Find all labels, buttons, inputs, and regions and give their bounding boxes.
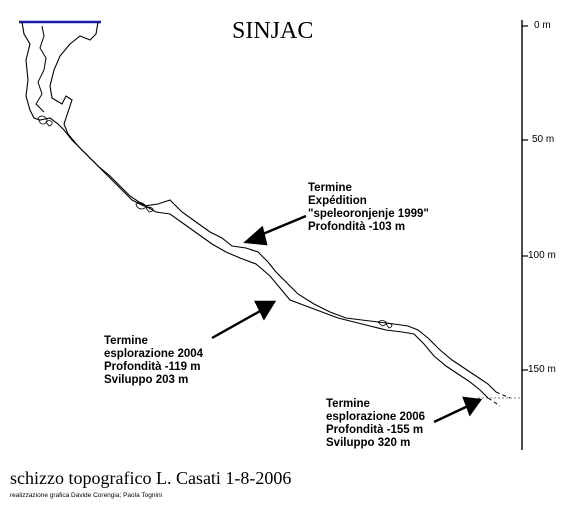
annotation-2004-line-1: Termine [104,335,148,347]
annotation-2004-line-4: Sviluppo 203 m [104,374,189,386]
annotation-2006: Termine esplorazione 2006 Profondità -15… [326,398,425,450]
tick-label-150m: 150 m [528,364,556,375]
cave-wall-lower [49,21,489,399]
graphics-credit: realizzazione grafica Davide Corengia; P… [10,492,162,499]
tick-label-0m: 0 m [534,20,551,31]
arrow-1999 [243,214,307,246]
annotation-2006-line-4: Sviluppo 320 m [326,437,411,449]
depth-scale-ticks [522,25,528,371]
annotation-1999-line-4: Profondità -103 m [308,221,406,233]
tick-label-100m: 100 m [528,250,556,261]
annotation-2006-line-2: esplorazione 2006 [326,411,426,423]
diagram-title: SINJAC [232,18,314,44]
boulder-details [37,115,393,329]
arrow-2006 [433,396,483,424]
annotation-2006-line-1: Termine [326,398,370,410]
sketch-credit: schizzo topografico L. Casati 1-8-2006 [10,468,292,488]
annotation-2004: Termine esplorazione 2004 Profondità -11… [104,335,203,387]
arrow-2004 [211,300,277,340]
passage-continuation [487,397,501,407]
tick-label-50m: 50 m [532,134,555,145]
annotation-1999-line-1: Termine [308,182,352,194]
entrance-shaft-detail [35,25,47,113]
annotation-2004-line-3: Profondità -119 m [104,361,201,373]
annotation-2004-line-2: esplorazione 2004 [104,348,204,360]
cave-wall-upper [21,21,497,393]
annotation-2006-line-3: Profondità -155 m [326,424,424,436]
annotation-1999-line-3: "speleoronjenje 1999" [308,208,429,220]
passage-continuation-2 [495,391,511,399]
annotation-1999: Termine Expédition "speleoronjenje 1999"… [308,182,429,234]
annotation-1999-line-2: Expédition [308,195,367,207]
